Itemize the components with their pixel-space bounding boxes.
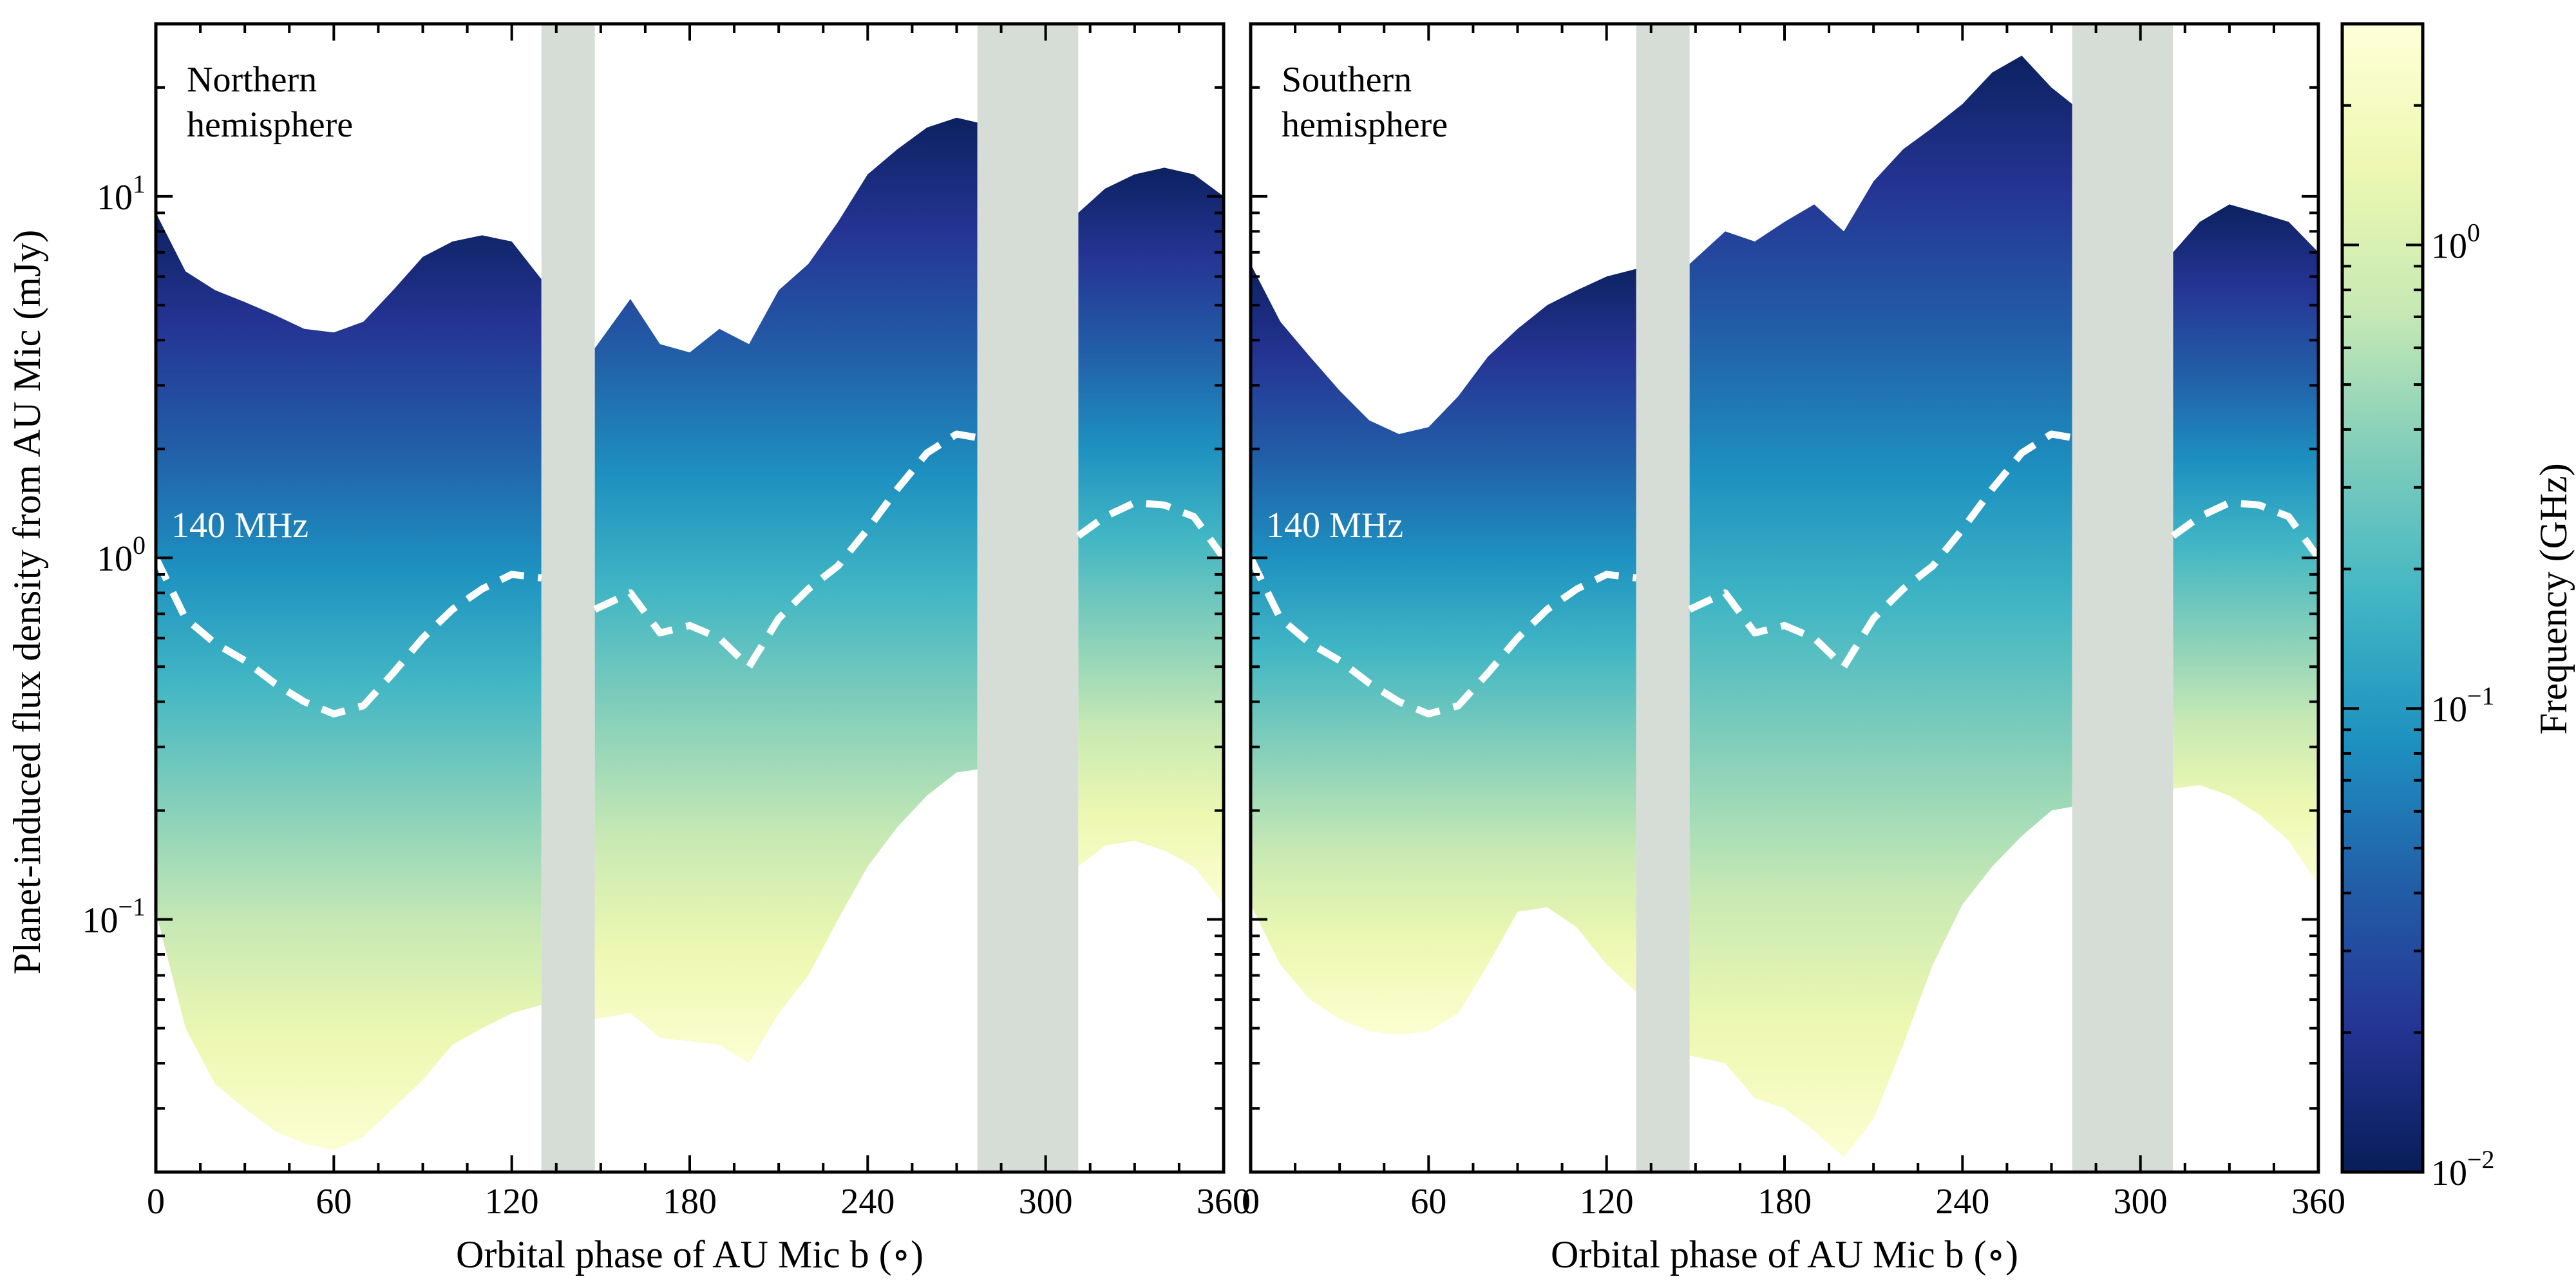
excluded-phase-band	[1636, 24, 1690, 1172]
line-140mhz	[593, 430, 978, 670]
x-tick-label: 360	[2291, 1182, 2345, 1222]
plot-area	[1251, 24, 2318, 1172]
panel-title-line: Northern	[187, 60, 317, 100]
line-label-140mhz: 140 MHz	[171, 506, 308, 545]
colorbar-tick-label: 100	[2431, 218, 2480, 266]
line-140mhz	[156, 556, 542, 718]
x-tick-label: 120	[485, 1182, 539, 1222]
excluded-phase-band	[541, 24, 595, 1172]
x-tick-label: 240	[840, 1182, 895, 1222]
x-tick-label: 180	[1757, 1182, 1812, 1222]
excluded-phase-band	[2072, 24, 2174, 1172]
x-tick-label: 300	[1019, 1182, 1073, 1222]
frequency-band	[1078, 167, 1224, 905]
frequency-band	[1689, 55, 2072, 1157]
y-axis-title: Planet-induced flux density from AU Mic …	[6, 230, 48, 974]
colorbar-gradient	[2340, 22, 2425, 1174]
x-tick-label: 240	[1935, 1182, 1989, 1222]
x-axis-title: Orbital phase of AU Mic b (∘)	[1551, 1233, 2018, 1276]
plot-area	[156, 24, 1224, 1172]
frequency-band	[594, 117, 978, 1063]
y-tick-label: 100	[97, 531, 146, 579]
colorbar: 100 10−1 10−2 Frequency (GHz)	[2340, 22, 2575, 1193]
line-140mhz	[1688, 430, 2073, 670]
colorbar-label: Frequency (GHz)	[2532, 463, 2575, 735]
frequency-band	[1251, 263, 1636, 1035]
panel-title-line: Southern	[1282, 60, 1412, 100]
y-tick-label: 101	[97, 169, 146, 218]
line-140mhz	[1251, 556, 1637, 718]
x-axis-title: Orbital phase of AU Mic b (∘)	[456, 1233, 923, 1276]
excluded-phase-band	[977, 24, 1079, 1172]
x-tick-label: 120	[1580, 1182, 1634, 1222]
y-tick-label: 10−1	[82, 893, 146, 941]
panel-northern-hemisphere: 0 60 120 180 240 300 360 101 100 10−1 Orbital phas…	[82, 22, 1251, 1276]
panel-title-line: hemisphere	[1282, 105, 1448, 145]
x-tick-label: 0	[1242, 1182, 1260, 1222]
x-tick-label: 0	[147, 1182, 165, 1222]
x-tick-label: 60	[1410, 1182, 1446, 1222]
x-tick-label: 180	[663, 1182, 717, 1222]
line-140mhz	[1076, 499, 1224, 560]
colorbar-tick-label: 10−1	[2431, 681, 2495, 730]
x-tick-label: 60	[316, 1182, 352, 1222]
panel-southern-hemisphere: 0 60 120 180 240 300 360 Orbital phase of AU Mi…	[1242, 22, 2345, 1276]
x-tick-label: 360	[1197, 1182, 1251, 1222]
colorbar-tick-label: 10−2	[2431, 1145, 2495, 1193]
frequency-band	[2173, 204, 2318, 885]
line-label-140mhz: 140 MHz	[1266, 506, 1403, 545]
colorbar-ticks: 100 10−1 10−2	[2342, 23, 2495, 1193]
x-tick-label: 300	[2114, 1182, 2168, 1222]
panel-title-line: hemisphere	[187, 105, 353, 145]
frequency-band	[156, 213, 542, 1150]
line-140mhz	[2171, 499, 2318, 560]
